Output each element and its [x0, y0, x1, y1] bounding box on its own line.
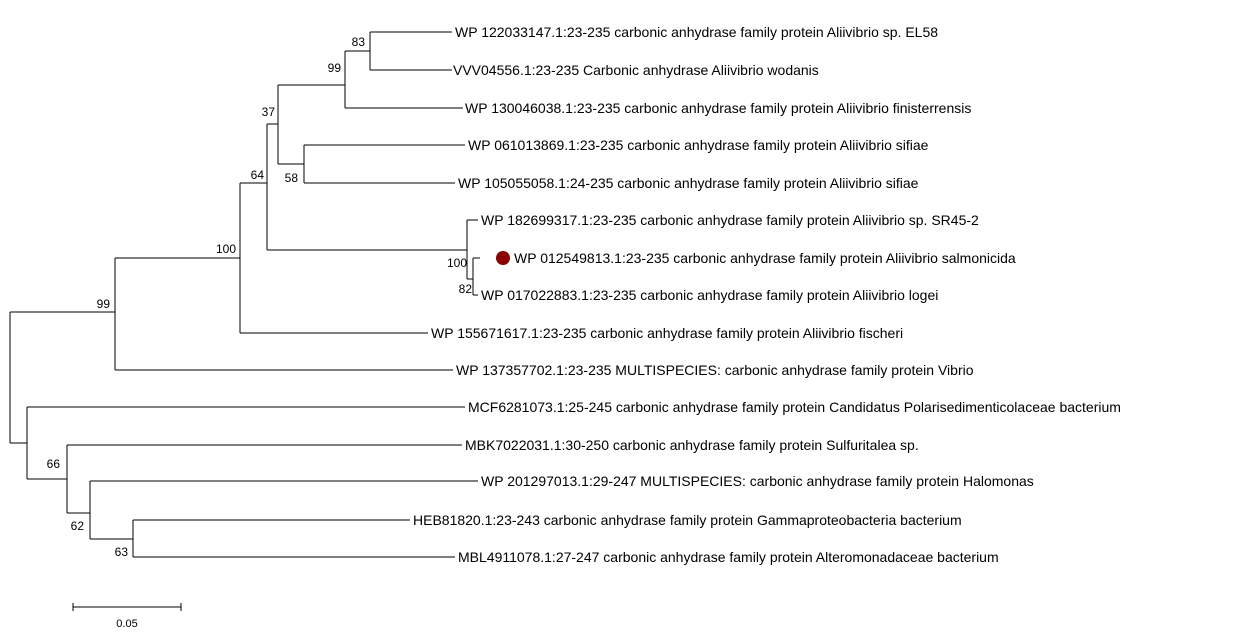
- bootstrap-value: 62: [71, 519, 85, 533]
- taxon-label: MBK7022031.1:30-250 carbonic anhydrase f…: [465, 437, 919, 453]
- taxon-label: VVV04556.1:23-235 Carbonic anhydrase Ali…: [453, 62, 819, 78]
- bootstrap-value: 99: [97, 297, 111, 311]
- taxon-label: WP 122033147.1:23-235 carbonic anhydrase…: [455, 24, 938, 40]
- bootstrap-value: 37: [262, 105, 276, 119]
- bootstrap-value: 64: [251, 168, 265, 182]
- taxon-label: WP 155671617.1:23-235 carbonic anhydrase…: [431, 325, 903, 341]
- highlight-marker: [496, 251, 510, 265]
- bootstrap-value: 66: [47, 457, 61, 471]
- taxon-label: WP 182699317.1:23-235 carbonic anhydrase…: [481, 212, 979, 228]
- taxon-labels: WP 122033147.1:23-235 carbonic anhydrase…: [413, 24, 1121, 565]
- taxon-label: WP 017022883.1:23-235 carbonic anhydrase…: [481, 287, 938, 303]
- scale-bar-label: 0.05: [116, 618, 137, 630]
- taxon-label: HEB81820.1:23-243 carbonic anhydrase fam…: [413, 512, 962, 528]
- scale-bar: 0.05: [72, 603, 182, 630]
- tree-branches: [9, 31, 480, 558]
- bootstrap-values: 83 99 37 58 64 100 100 82 99 66 62 63: [47, 35, 473, 559]
- taxon-label: WP 137357702.1:23-235 MULTISPECIES: carb…: [456, 362, 974, 378]
- bootstrap-value: 100: [447, 256, 467, 270]
- taxon-label: MCF6281073.1:25-245 carbonic anhydrase f…: [468, 399, 1121, 415]
- bootstrap-value: 83: [352, 35, 366, 49]
- taxon-label: WP 105055058.1:24-235 carbonic anhydrase…: [458, 175, 919, 191]
- taxon-label: MBL4911078.1:27-247 carbonic anhydrase f…: [458, 549, 999, 565]
- bootstrap-value: 82: [459, 282, 473, 296]
- taxon-label: WP 061013869.1:23-235 carbonic anhydrase…: [468, 137, 929, 153]
- bootstrap-value: 58: [285, 171, 299, 185]
- bootstrap-value: 63: [115, 545, 129, 559]
- taxon-label: WP 130046038.1:23-235 carbonic anhydrase…: [465, 100, 971, 116]
- bootstrap-value: 100: [216, 242, 236, 256]
- bootstrap-value: 99: [328, 61, 342, 75]
- taxon-label: WP 201297013.1:29-247 MULTISPECIES: carb…: [481, 473, 1034, 489]
- scale-bar-line: [72, 603, 182, 611]
- taxon-label: WP 012549813.1:23-235 carbonic anhydrase…: [514, 250, 1016, 266]
